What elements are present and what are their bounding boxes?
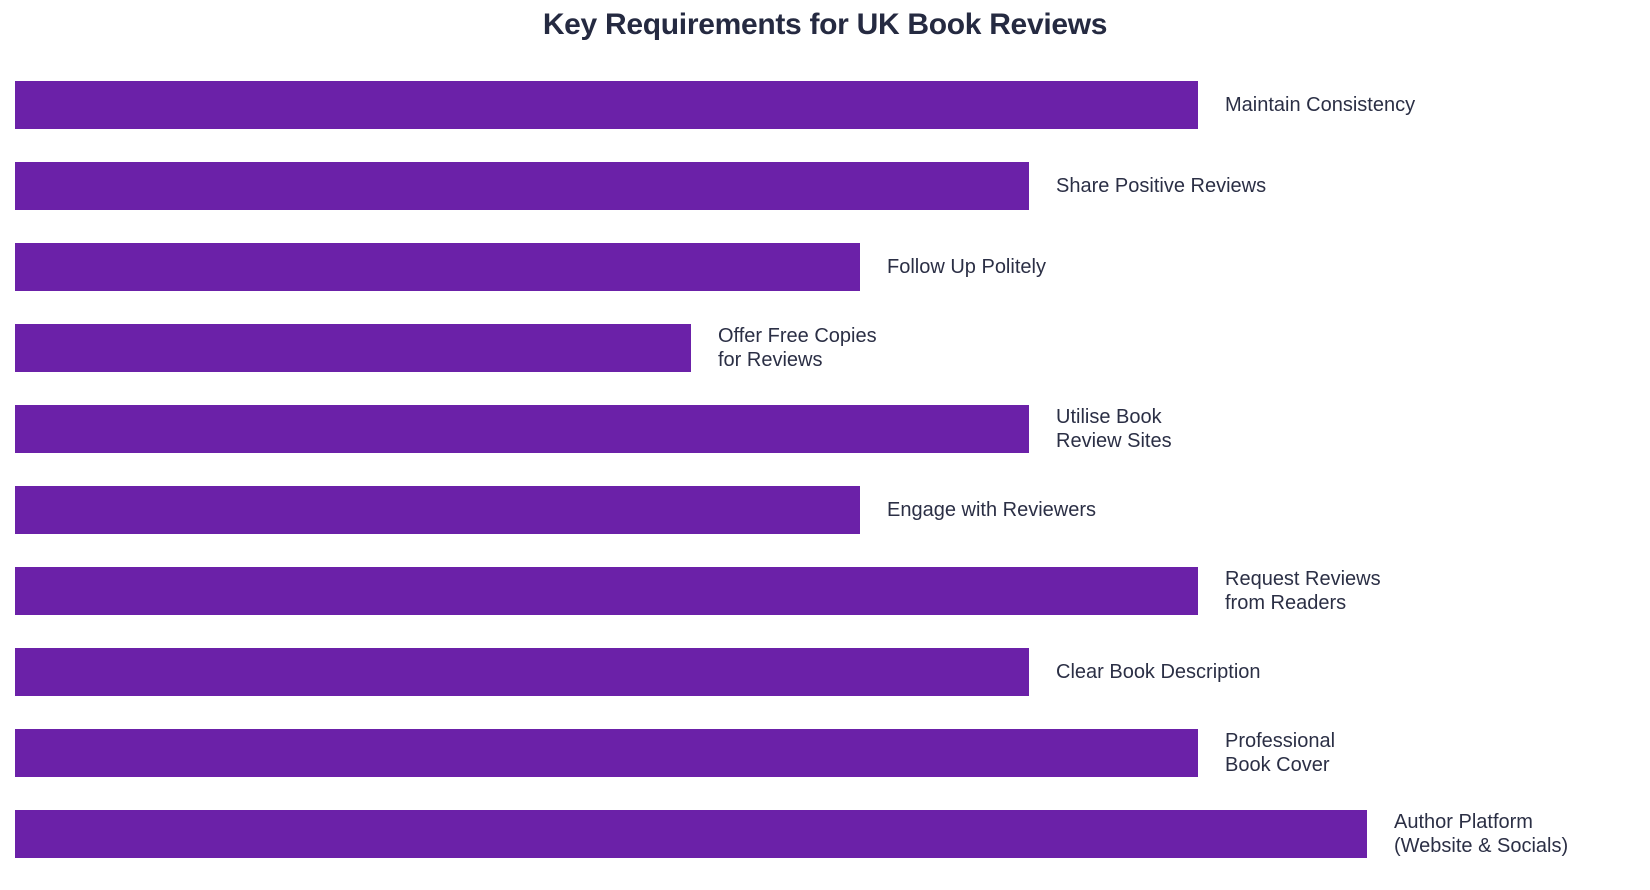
bar bbox=[15, 81, 1198, 129]
bar bbox=[15, 162, 1029, 210]
bar bbox=[15, 243, 860, 291]
bar-label: Clear Book Description bbox=[1056, 661, 1261, 683]
bar-label: Offer Free Copies for Reviews bbox=[718, 325, 877, 371]
bar-label: Author Platform (Website & Socials) bbox=[1394, 811, 1569, 857]
bar-label: Maintain Consistency bbox=[1225, 94, 1416, 116]
bar-row: Maintain Consistency bbox=[15, 81, 1415, 129]
bar bbox=[15, 486, 860, 534]
chart-title: Key Requirements for UK Book Reviews bbox=[542, 8, 1108, 41]
bar bbox=[15, 405, 1029, 453]
bar-label: Follow Up Politely bbox=[887, 256, 1046, 278]
bar-row: Utilise Book Review Sites bbox=[15, 405, 1172, 453]
bar-row: Request Reviews from Readers bbox=[15, 567, 1381, 615]
bar-row: Engage with Reviewers bbox=[15, 486, 1096, 534]
bar-label: Share Positive Reviews bbox=[1056, 175, 1267, 197]
bar bbox=[15, 729, 1198, 777]
bar bbox=[15, 567, 1198, 615]
bar-row: Follow Up Politely bbox=[15, 243, 1046, 291]
bar-label: Engage with Reviewers bbox=[887, 499, 1096, 521]
bar bbox=[15, 648, 1029, 696]
bar-row: Share Positive Reviews bbox=[15, 162, 1266, 210]
bar bbox=[15, 324, 691, 372]
bar-row: Author Platform (Website & Socials) bbox=[15, 810, 1568, 858]
bar-row: Offer Free Copies for Reviews bbox=[15, 324, 877, 372]
bar-label: Professional Book Cover bbox=[1225, 730, 1336, 776]
bar-label: Request Reviews from Readers bbox=[1225, 568, 1381, 614]
bar-row: Clear Book Description bbox=[15, 648, 1261, 696]
bar-label: Utilise Book Review Sites bbox=[1056, 406, 1172, 452]
bar bbox=[15, 810, 1367, 858]
bar-row: Professional Book Cover bbox=[15, 729, 1335, 777]
